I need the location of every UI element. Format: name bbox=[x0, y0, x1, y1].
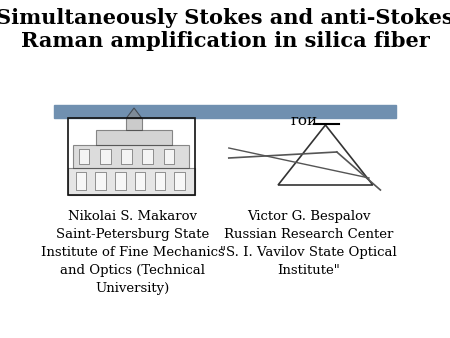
Bar bbox=[95, 172, 106, 190]
Bar bbox=[76, 172, 86, 190]
Bar bbox=[54, 105, 396, 118]
Polygon shape bbox=[126, 108, 142, 118]
Bar bbox=[79, 149, 89, 164]
Text: гои: гои bbox=[291, 114, 318, 128]
Bar bbox=[68, 118, 195, 195]
Bar bbox=[68, 168, 195, 195]
Bar bbox=[174, 172, 185, 190]
Bar bbox=[142, 149, 153, 164]
Bar bbox=[135, 172, 145, 190]
Bar bbox=[115, 172, 126, 190]
Text: Victor G. Bespalov
Russian Research Center
"S. I. Vavilov State Optical
Institut: Victor G. Bespalov Russian Research Cent… bbox=[220, 210, 397, 277]
Bar bbox=[73, 145, 189, 168]
Bar bbox=[100, 149, 111, 164]
Text: Simultaneously Stokes and anti-Stokes
Raman amplification in silica fiber: Simultaneously Stokes and anti-Stokes Ra… bbox=[0, 8, 450, 51]
Bar bbox=[96, 130, 172, 145]
Bar bbox=[121, 149, 132, 164]
Bar bbox=[164, 149, 174, 164]
Text: Nikolai S. Makarov
Saint-Petersburg State
Institute of Fine Mechanics
and Optics: Nikolai S. Makarov Saint-Petersburg Stat… bbox=[40, 210, 225, 295]
Bar bbox=[126, 118, 142, 130]
Bar bbox=[154, 172, 165, 190]
